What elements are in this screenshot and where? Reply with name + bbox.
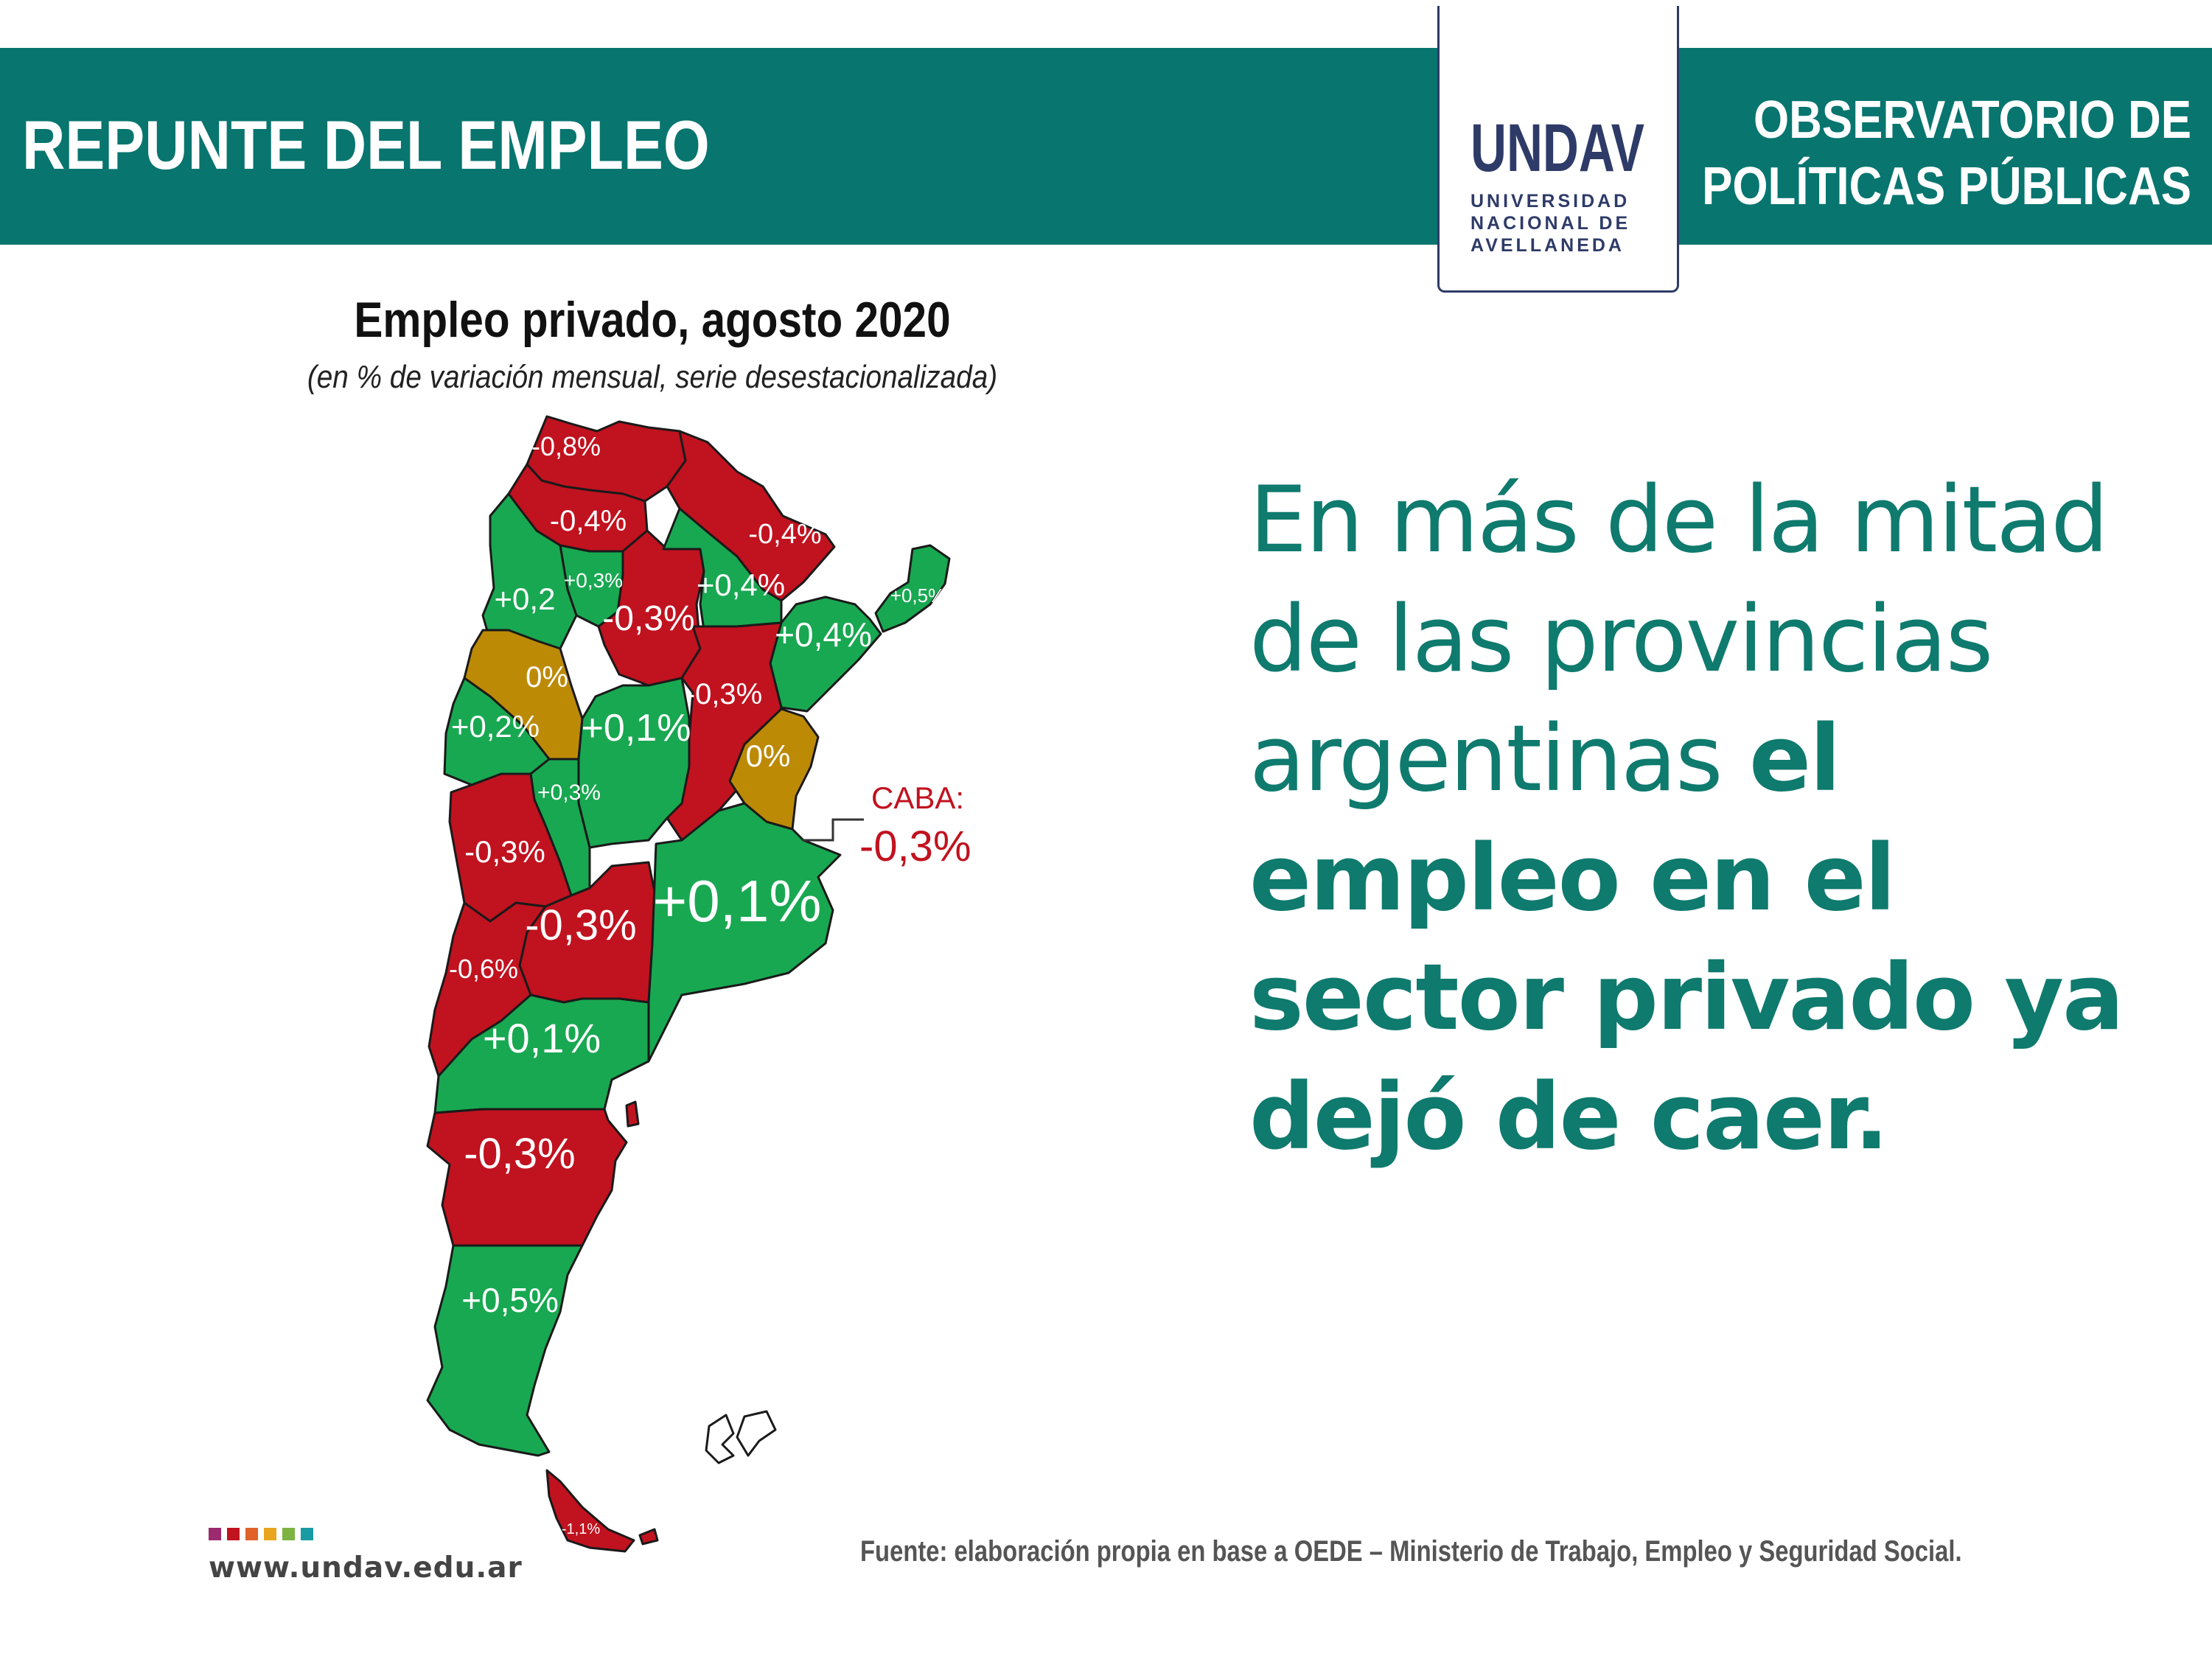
province-region-3 <box>666 430 836 602</box>
province-label-16: -0,3% <box>464 834 545 869</box>
undav-logo-text: UNIVERSIDAD NACIONAL DE AVELLANEDA <box>1470 190 1647 256</box>
province-label-20: +0,1% <box>483 1015 601 1061</box>
province-label-1: -0,8% <box>531 431 601 461</box>
brand-color-dots <box>209 1528 319 1544</box>
province-region-14 <box>728 708 820 831</box>
caba-name: CABA: <box>871 780 964 815</box>
province-label-12: +0,2% <box>451 709 540 744</box>
brand-dot-2 <box>227 1528 240 1540</box>
observatory-title: OBSERVATORIO DE POLÍTICAS PÚBLICAS <box>1702 87 2191 220</box>
website-link[interactable]: www.undav.edu.ar <box>209 1551 523 1585</box>
headline-message: En más de la mitad de las provincias arg… <box>1249 461 2171 1177</box>
province-label-2: -0,4% <box>550 505 627 537</box>
map-subtitle: (en % de variación mensual, serie desest… <box>307 359 998 395</box>
province-label-18: +0,1% <box>652 868 821 934</box>
province-label-6: -0,3% <box>602 599 694 638</box>
logo-line-3: AVELLANEDA <box>1470 235 1625 256</box>
caba-callout: CABA: -0,3% <box>802 780 971 870</box>
brand-dot-6 <box>301 1528 313 1540</box>
province-label-10: 0% <box>526 661 568 694</box>
page-title: REPUNTE DEL EMPLEO <box>22 106 710 184</box>
province-label-23: -1,1% <box>562 1521 600 1537</box>
province-region-22 <box>426 1244 584 1457</box>
province-label-8: +0,5% <box>890 584 945 607</box>
undav-logo: UNDAV UNIVERSIDAD NACIONAL DE AVELLANEDA <box>1437 6 1679 293</box>
province-label-21: -0,3% <box>464 1130 576 1178</box>
message-regular: En más de la mitad de las provincias arg… <box>1249 467 2109 812</box>
caba-leader-line <box>802 818 864 842</box>
observatory-title-line2: POLÍTICAS PÚBLICAS <box>1702 157 2191 216</box>
province-label-11: -0,3% <box>685 678 763 710</box>
province-label-3: -0,4% <box>748 519 821 550</box>
header-band <box>0 48 2212 245</box>
caba-value: -0,3% <box>859 822 971 870</box>
province-region-9 <box>769 596 882 713</box>
coastal-islet <box>625 1100 640 1128</box>
undav-logo-wordmark: UNDAV <box>1470 116 1644 177</box>
message-bold: el empleo en el sector privado ya dejó d… <box>1249 706 2124 1170</box>
province-label-7: +0,4% <box>697 567 785 602</box>
brand-dot-3 <box>245 1528 258 1540</box>
province-label-19: -0,6% <box>449 954 518 984</box>
map-title: Empleo privado, agosto 2020 <box>354 292 951 348</box>
province-label-5: +0,2 <box>495 581 556 616</box>
province-region-20 <box>433 993 650 1114</box>
province-label-4: +0,3% <box>564 569 623 592</box>
malvinas-islands <box>705 1410 777 1464</box>
observatory-title-line1: OBSERVATORIO DE <box>1753 91 2191 150</box>
brand-dot-4 <box>264 1528 276 1540</box>
province-label-22: +0,5% <box>461 1281 559 1319</box>
logo-line-1: UNIVERSIDAD <box>1470 191 1630 212</box>
province-label-9: +0,4% <box>775 615 872 654</box>
province-region-21 <box>426 1108 628 1247</box>
logo-line-2: NACIONAL DE <box>1470 213 1631 234</box>
tierra-del-fuego-islet <box>638 1528 659 1546</box>
province-label-17: -0,3% <box>525 901 637 949</box>
province-region-23 <box>545 1469 635 1553</box>
province-label-13: +0,1% <box>582 707 691 750</box>
undav-logo-mark: UNDAV <box>1470 116 1644 177</box>
source-note: Fuente: elaboración propia en base a OED… <box>860 1535 1962 1568</box>
province-label-15: +0,3% <box>537 780 601 805</box>
province-region-8 <box>874 544 951 633</box>
brand-dot-1 <box>209 1528 221 1540</box>
brand-dot-5 <box>282 1528 295 1540</box>
province-label-14: 0% <box>746 738 791 773</box>
